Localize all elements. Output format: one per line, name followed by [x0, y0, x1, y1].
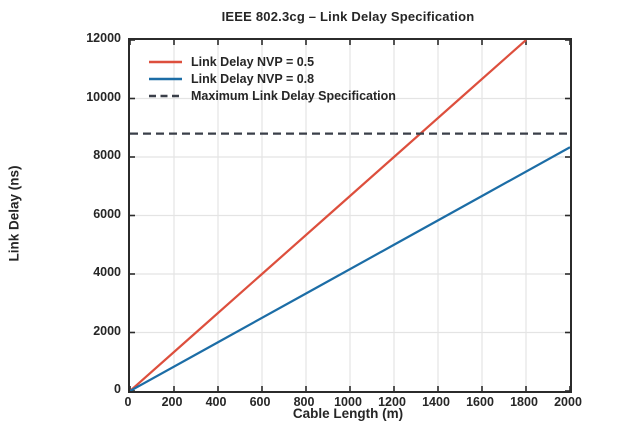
- x-tick-label: 0: [124, 395, 132, 409]
- y-tick-label: 8000: [93, 148, 121, 162]
- x-tick-label: 600: [249, 395, 271, 409]
- plot-area: [128, 38, 572, 393]
- y-tick-label: 10000: [86, 89, 121, 104]
- series-line-1: [130, 146, 570, 391]
- legend-item-nvp-05: Link Delay NVP = 0.5: [149, 54, 396, 70]
- legend-label-max-spec: Maximum Link Delay Specification: [191, 89, 396, 103]
- x-tick-label: 2000: [554, 395, 582, 409]
- y-axis-label: Link Delay (ns): [6, 165, 22, 262]
- y-tick-label: 12000: [86, 31, 121, 45]
- x-tick-label: 1800: [510, 395, 538, 409]
- x-tick-label: 800: [293, 395, 315, 409]
- legend-line-sample-dashed: [149, 94, 182, 98]
- x-axis-label: Cable Length (m): [292, 406, 404, 421]
- chart-title: IEEE 802.3cg – Link Delay Specification: [221, 9, 475, 24]
- y-tick-label: 4000: [93, 265, 121, 279]
- x-tick-label: 400: [205, 395, 227, 409]
- legend-line-sample-red: [149, 60, 182, 64]
- series-line-0: [130, 40, 527, 391]
- x-tick-label: 1400: [422, 395, 450, 409]
- legend-label-nvp-08: Link Delay NVP = 0.8: [191, 72, 315, 86]
- x-tick-label: 200: [161, 395, 183, 409]
- legend: Link Delay NVP = 0.5 Link Delay NVP = 0.…: [149, 54, 396, 104]
- x-tick-label: 1000: [334, 395, 362, 409]
- x-tick-label: 1200: [378, 395, 406, 409]
- legend-item-max-spec: Maximum Link Delay Specification: [149, 88, 396, 104]
- legend-line-sample-blue: [149, 77, 182, 81]
- legend-item-nvp-08: Link Delay NVP = 0.8: [149, 71, 396, 87]
- y-tick-label: 0: [114, 382, 121, 396]
- y-tick-label: 2000: [93, 323, 121, 338]
- x-tick-label: 1600: [466, 395, 494, 409]
- legend-label-nvp-05: Link Delay NVP = 0.5: [191, 55, 315, 69]
- y-tick-label: 6000: [93, 206, 121, 221]
- plot-svg: [130, 40, 570, 391]
